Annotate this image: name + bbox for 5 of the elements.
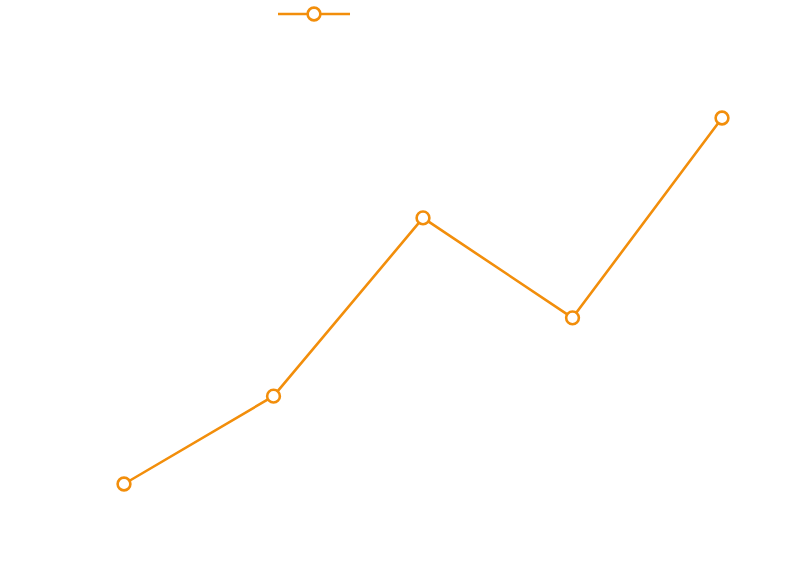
point [265,388,282,404]
point [714,110,730,126]
point [415,210,431,226]
point [116,476,132,492]
point [564,310,581,326]
